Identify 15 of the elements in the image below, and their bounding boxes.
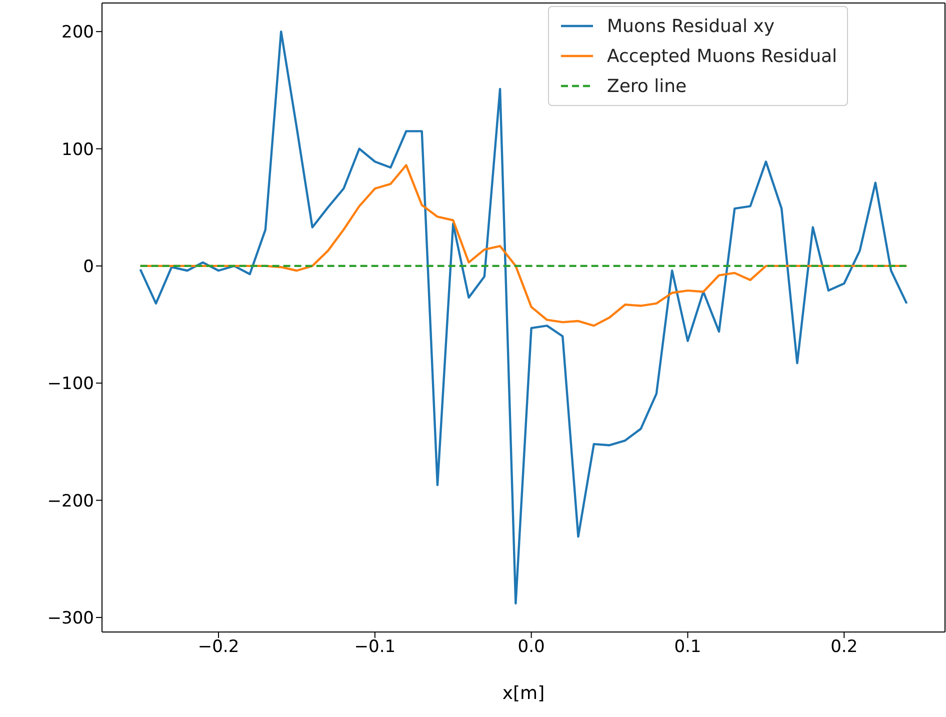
y-tick-label: 100	[62, 140, 94, 160]
y-tick-label: −200	[47, 491, 94, 512]
legend-label: Muons Residual xy	[607, 16, 775, 36]
legend-label: Zero line	[607, 76, 687, 96]
legend-label: Accepted Muons Residual	[607, 46, 838, 66]
y-tick-label: −300	[47, 608, 94, 629]
y-tick-label: −100	[47, 374, 94, 394]
x-tick-label: −0.1	[354, 637, 396, 658]
x-tick-label: 0.0	[518, 637, 545, 658]
x-tick-label: 0.1	[674, 637, 702, 658]
x-tick-label: 0.2	[830, 637, 858, 658]
x-axis-title: x[m]	[502, 683, 545, 704]
x-tick-label: −0.2	[198, 637, 240, 658]
y-tick-label: 200	[62, 22, 94, 43]
y-tick-label: 0	[83, 256, 94, 277]
